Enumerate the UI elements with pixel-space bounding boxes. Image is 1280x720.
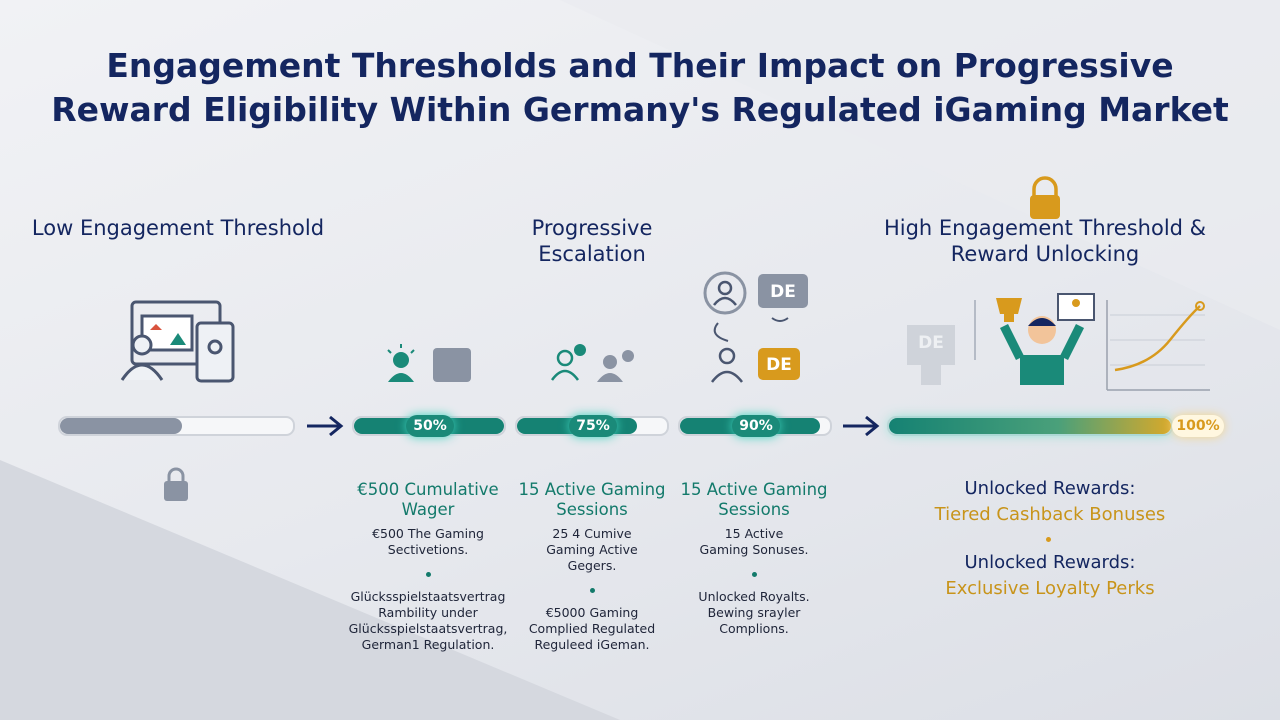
separator-dot <box>425 572 431 577</box>
progress-fill <box>889 418 1171 434</box>
column-title: €500 Cumulative Wager <box>357 480 499 519</box>
separator-dot <box>751 572 757 577</box>
column-description: 15 Active Gaming Sonuses. <box>699 526 809 557</box>
reward-icons: DE <box>907 176 1210 391</box>
progress-bar <box>887 416 1173 436</box>
progress-bar: 50% <box>352 415 506 437</box>
stage-heading: Progressive Escalation <box>531 216 653 266</box>
column-note: Unlocked Royalts. Bewing srayler Complio… <box>698 589 810 636</box>
stage-heading: High Engagement Threshold & Reward Unloc… <box>883 216 1207 266</box>
lock-icon <box>164 467 188 501</box>
reward-label: Unlocked Rewards: <box>964 478 1136 499</box>
criteria-column: 15 Active Gaming Sessions 25 4 Cumive Ga… <box>507 480 677 653</box>
stage-heading: Low Engagement Threshold <box>31 216 325 240</box>
de-label: DE <box>918 333 944 353</box>
separator-dot <box>1046 537 1051 542</box>
column-note: €5000 Gaming Complied Regulated Reguleed… <box>528 605 656 652</box>
progress-label: 75% <box>569 415 617 437</box>
device-icon <box>120 300 235 383</box>
criteria-column: €500 Cumulative Wager €500 The Gaming Se… <box>343 480 513 653</box>
reward-name: Tiered Cashback Bonuses <box>934 504 1166 525</box>
separator-dot <box>589 588 595 593</box>
person-icons: DE DE <box>387 271 808 383</box>
progress-label: 100% <box>1172 415 1224 437</box>
de-label: DE <box>766 355 792 375</box>
title: Engagement Thresholds and Their Impact o… <box>51 46 1229 129</box>
progress-bar: 90% <box>678 415 832 437</box>
progress-label: 50% <box>406 415 454 437</box>
arrows <box>307 415 880 437</box>
reward-name: Exclusive Loyalty Perks <box>945 578 1155 599</box>
reward-label: Unlocked Rewards: <box>964 552 1136 573</box>
criteria-column: 15 Active Gaming Sessions 15 Active Gami… <box>669 480 839 637</box>
de-label: DE <box>770 282 796 302</box>
progress-bar <box>58 416 295 436</box>
column-title: 15 Active Gaming Sessions <box>518 480 666 519</box>
column-description: 25 4 Cumive Gaming Active Gegers. <box>546 526 638 573</box>
column-title: 15 Active Gaming Sessions <box>680 480 828 519</box>
progress-label: 90% <box>732 415 780 437</box>
column-description: €500 The Gaming Sectivetions. <box>372 526 484 557</box>
progress-bar: 75% <box>515 415 669 437</box>
progress-fill <box>60 418 182 434</box>
column-note: Glücksspielstaatsvertrag Rambility under… <box>348 589 508 652</box>
